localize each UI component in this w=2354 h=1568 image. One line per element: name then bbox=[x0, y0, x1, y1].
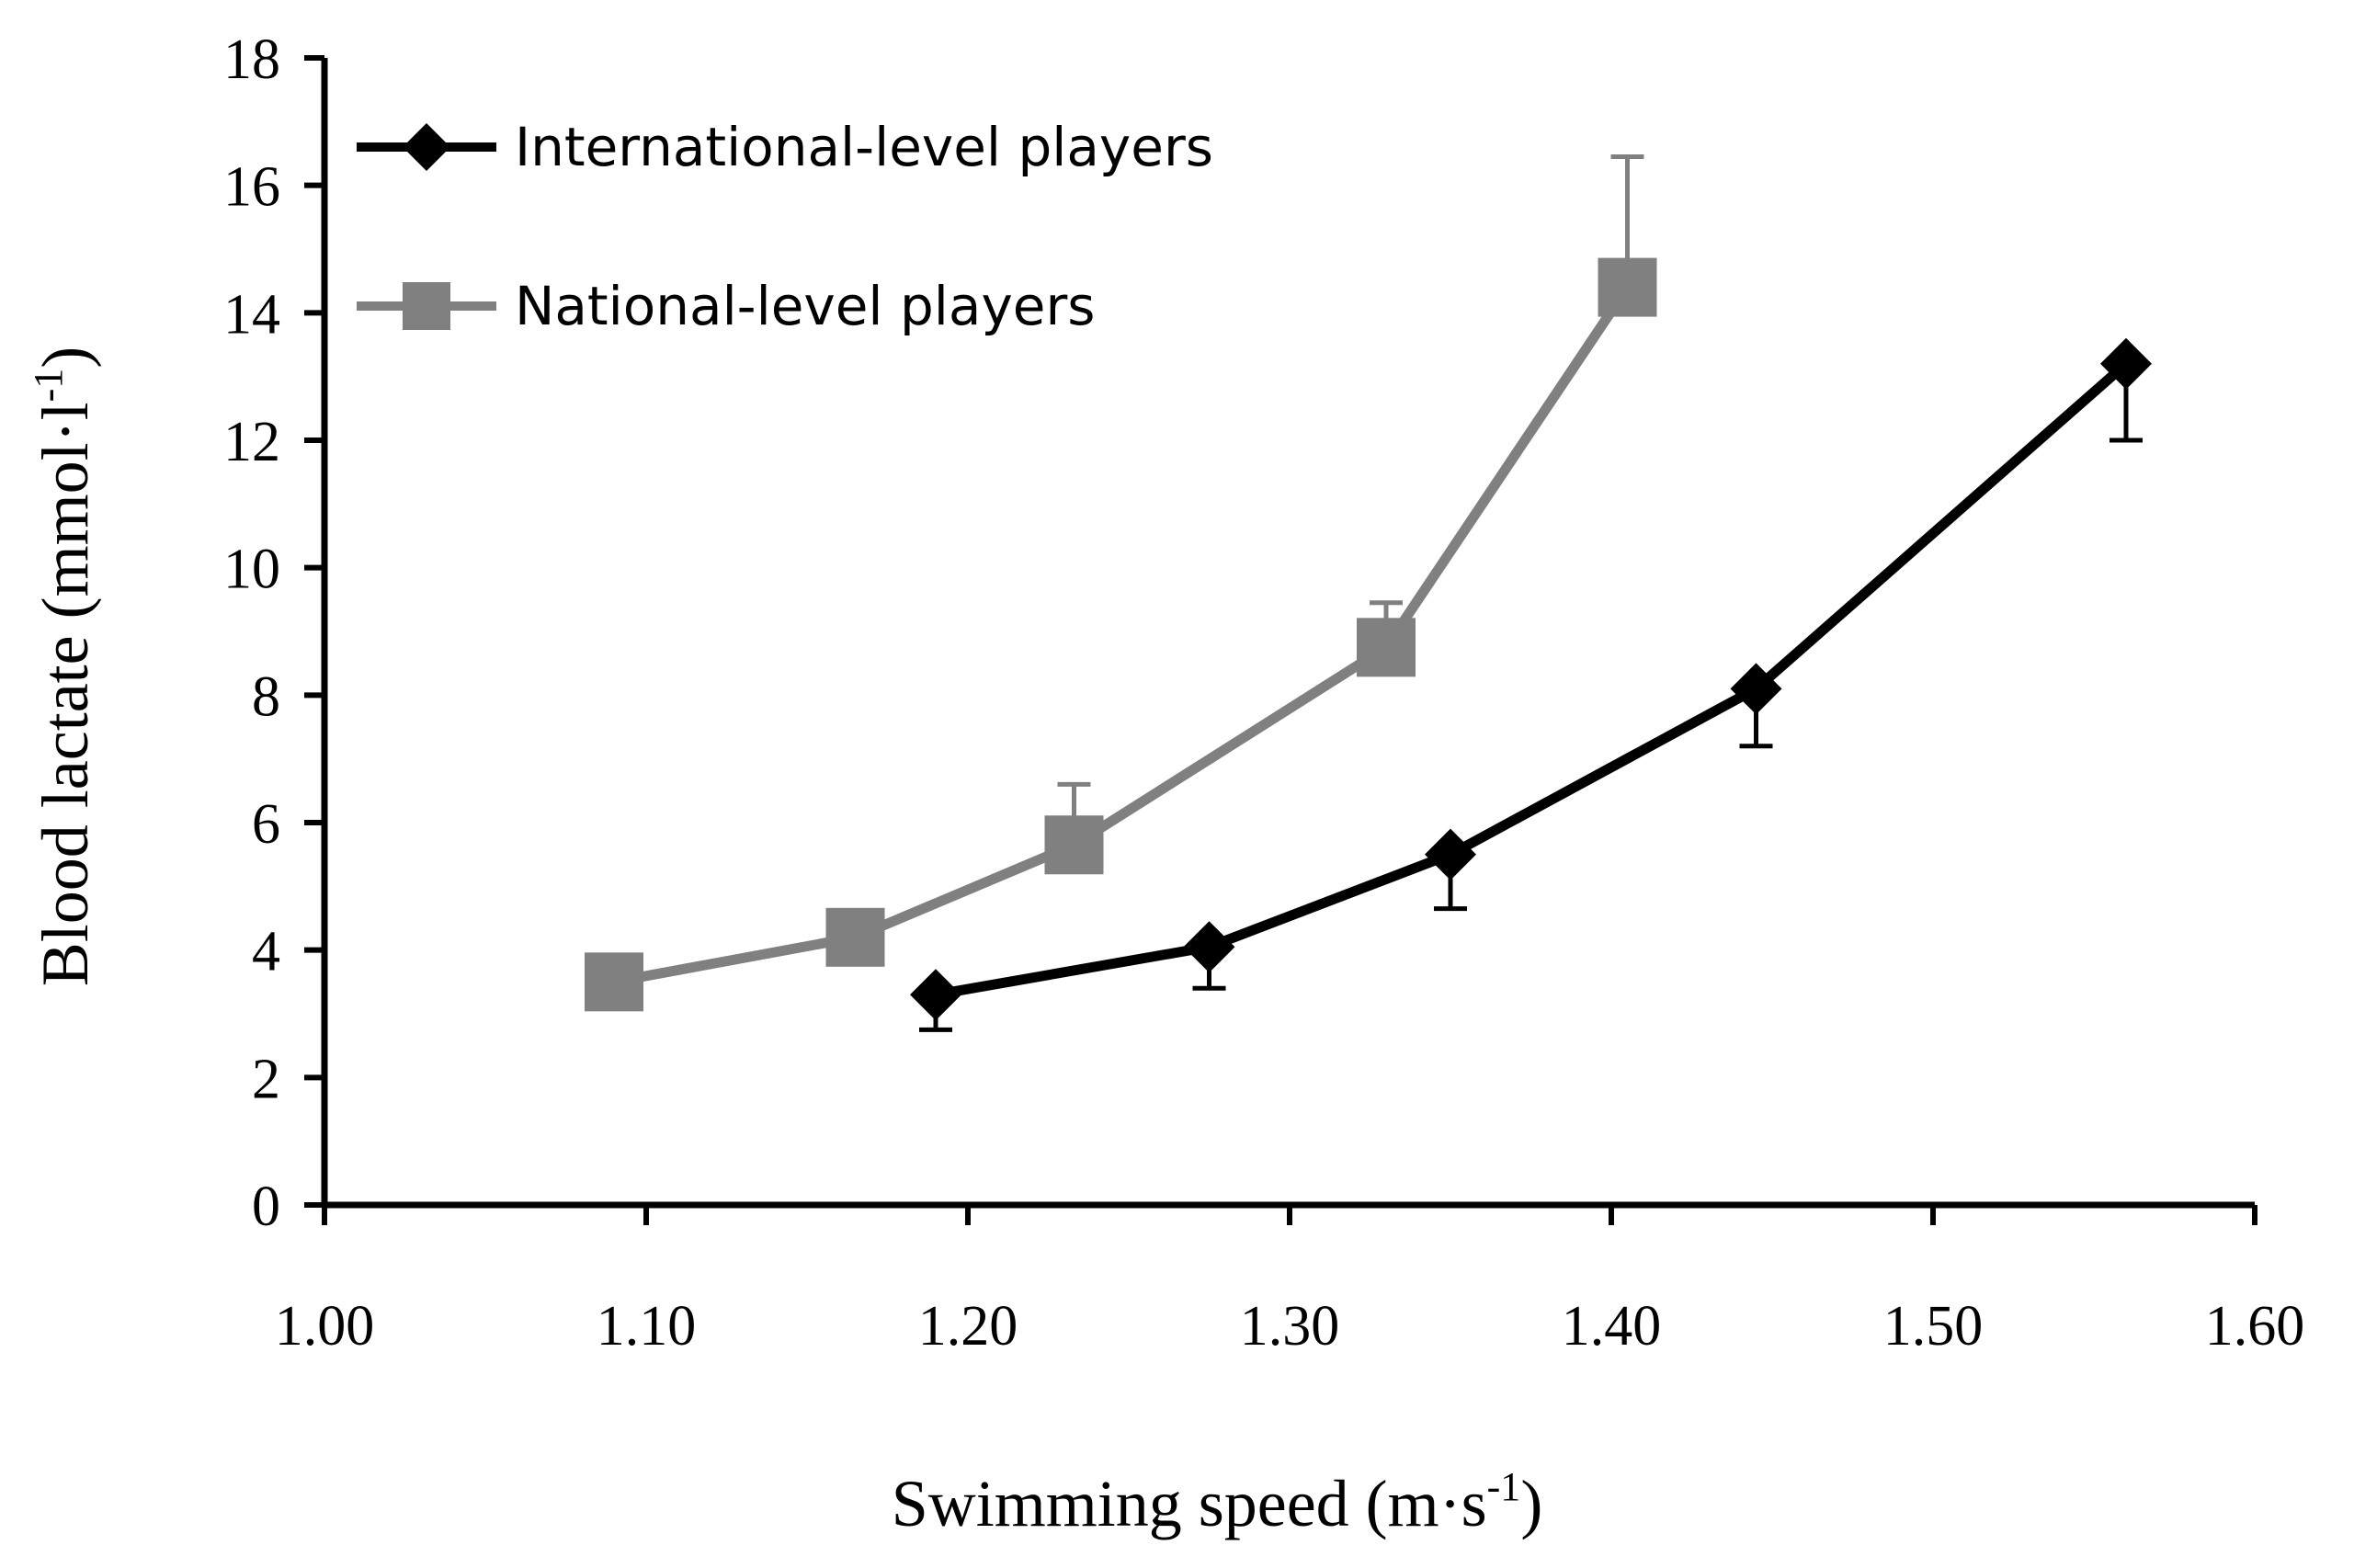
legend-label-international: International-level players bbox=[515, 116, 1213, 178]
y-tick-label: 4 bbox=[252, 921, 280, 983]
x-tick-label: 1.30 bbox=[1240, 1295, 1340, 1358]
y-tick-label: 16 bbox=[223, 156, 280, 219]
axes: 0 2 4 6 8 10 12 14 16 18 1.00 1.10 1.20 1.30 1.40 1.50 1… bbox=[223, 28, 2304, 1358]
series-international bbox=[910, 337, 2152, 1032]
series-line bbox=[613, 284, 1632, 987]
x-tick-label: 1.60 bbox=[2205, 1295, 2305, 1358]
x-tick-label: 1.50 bbox=[1883, 1295, 1984, 1358]
series-layer bbox=[585, 153, 2152, 1032]
x-tick-label: 1.10 bbox=[597, 1295, 697, 1358]
x-tick-label: 1.40 bbox=[1562, 1295, 1662, 1358]
data-point-diamond bbox=[2100, 337, 2152, 390]
y-tick-label: 14 bbox=[223, 283, 280, 346]
y-axis-title: Blood lactate (mmol·l-1) bbox=[26, 347, 102, 986]
data-point-square bbox=[825, 907, 885, 967]
data-point-square bbox=[1598, 257, 1657, 317]
data-point-square bbox=[1044, 815, 1104, 875]
y-tick-label: 18 bbox=[223, 28, 280, 91]
legend-marker-international bbox=[403, 123, 450, 171]
y-tick-label: 0 bbox=[252, 1176, 280, 1238]
x-tick-label: 1.20 bbox=[918, 1295, 1018, 1358]
y-tick-label: 12 bbox=[223, 411, 280, 473]
series-line bbox=[935, 359, 2130, 1000]
legend-marker-national bbox=[403, 282, 450, 330]
data-point-square bbox=[1357, 618, 1416, 677]
data-point-diamond bbox=[1183, 921, 1235, 973]
data-point-diamond bbox=[910, 969, 961, 1021]
series-national bbox=[585, 153, 1657, 1012]
y-tick-label: 2 bbox=[252, 1048, 280, 1110]
y-tick-label: 8 bbox=[252, 665, 280, 728]
y-tick-label: 10 bbox=[223, 539, 280, 601]
data-point-diamond bbox=[1730, 663, 1782, 715]
legend-label-national: National-level players bbox=[515, 275, 1096, 337]
data-point-diamond bbox=[1425, 828, 1476, 881]
y-tick-label: 6 bbox=[252, 793, 280, 856]
legend: International-level players National-lev… bbox=[357, 116, 1213, 337]
x-tick-label: 1.00 bbox=[275, 1295, 375, 1358]
data-point-square bbox=[585, 952, 643, 1012]
x-axis-title: Swimming speed (m·s-1) bbox=[892, 1464, 1543, 1540]
